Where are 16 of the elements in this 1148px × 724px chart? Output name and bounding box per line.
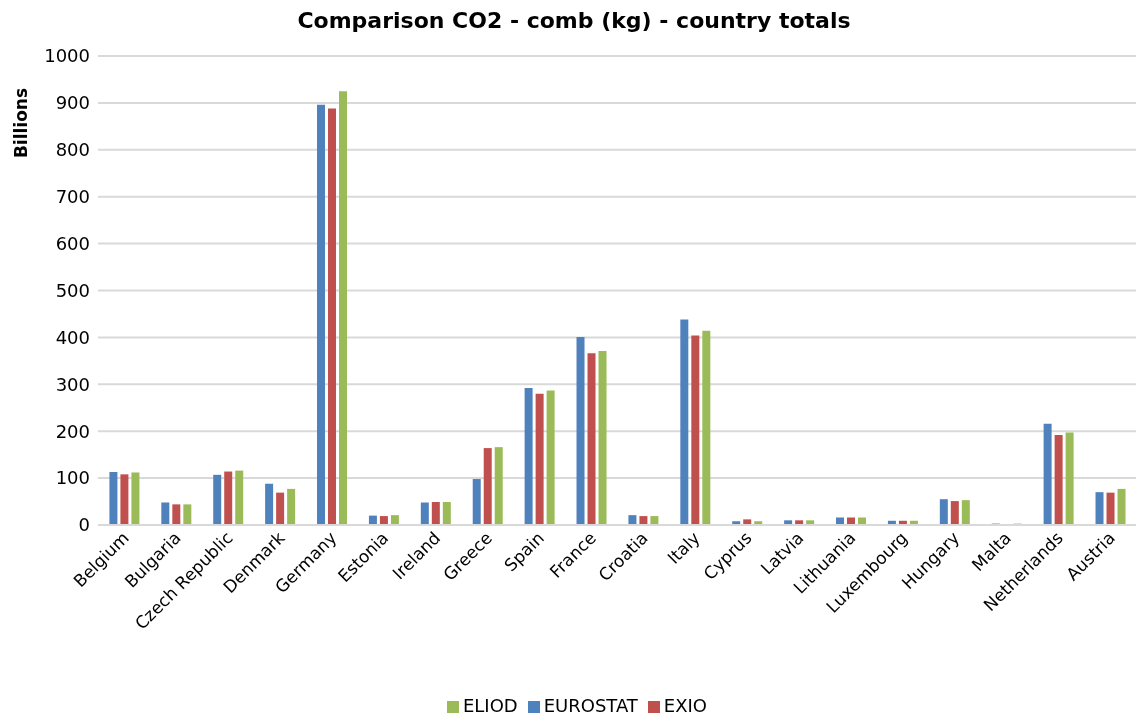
y-axis-title: Billions [11, 86, 31, 161]
y-tick-label: 900 [55, 92, 90, 114]
y-tick-label: 400 [55, 326, 90, 348]
y-tick-label: 700 [55, 186, 90, 208]
y-tick-label: 1000 [44, 45, 90, 67]
legend-label: EXIO [663, 695, 708, 716]
y-tick-label: 500 [55, 279, 90, 301]
chart-title: Comparison CO2 - comb (kg) - country totals [296, 8, 852, 35]
y-tick-label: 0 [78, 514, 90, 536]
y-tick-label: 600 [55, 232, 90, 254]
y-tick-label: 800 [55, 139, 90, 161]
legend-label: EUROSTAT [543, 695, 638, 716]
y-tick-label: 100 [55, 467, 90, 489]
y-tick-label: 200 [55, 420, 90, 442]
legend-label: ELIOD [462, 695, 518, 716]
y-tick-label: 300 [55, 373, 90, 395]
